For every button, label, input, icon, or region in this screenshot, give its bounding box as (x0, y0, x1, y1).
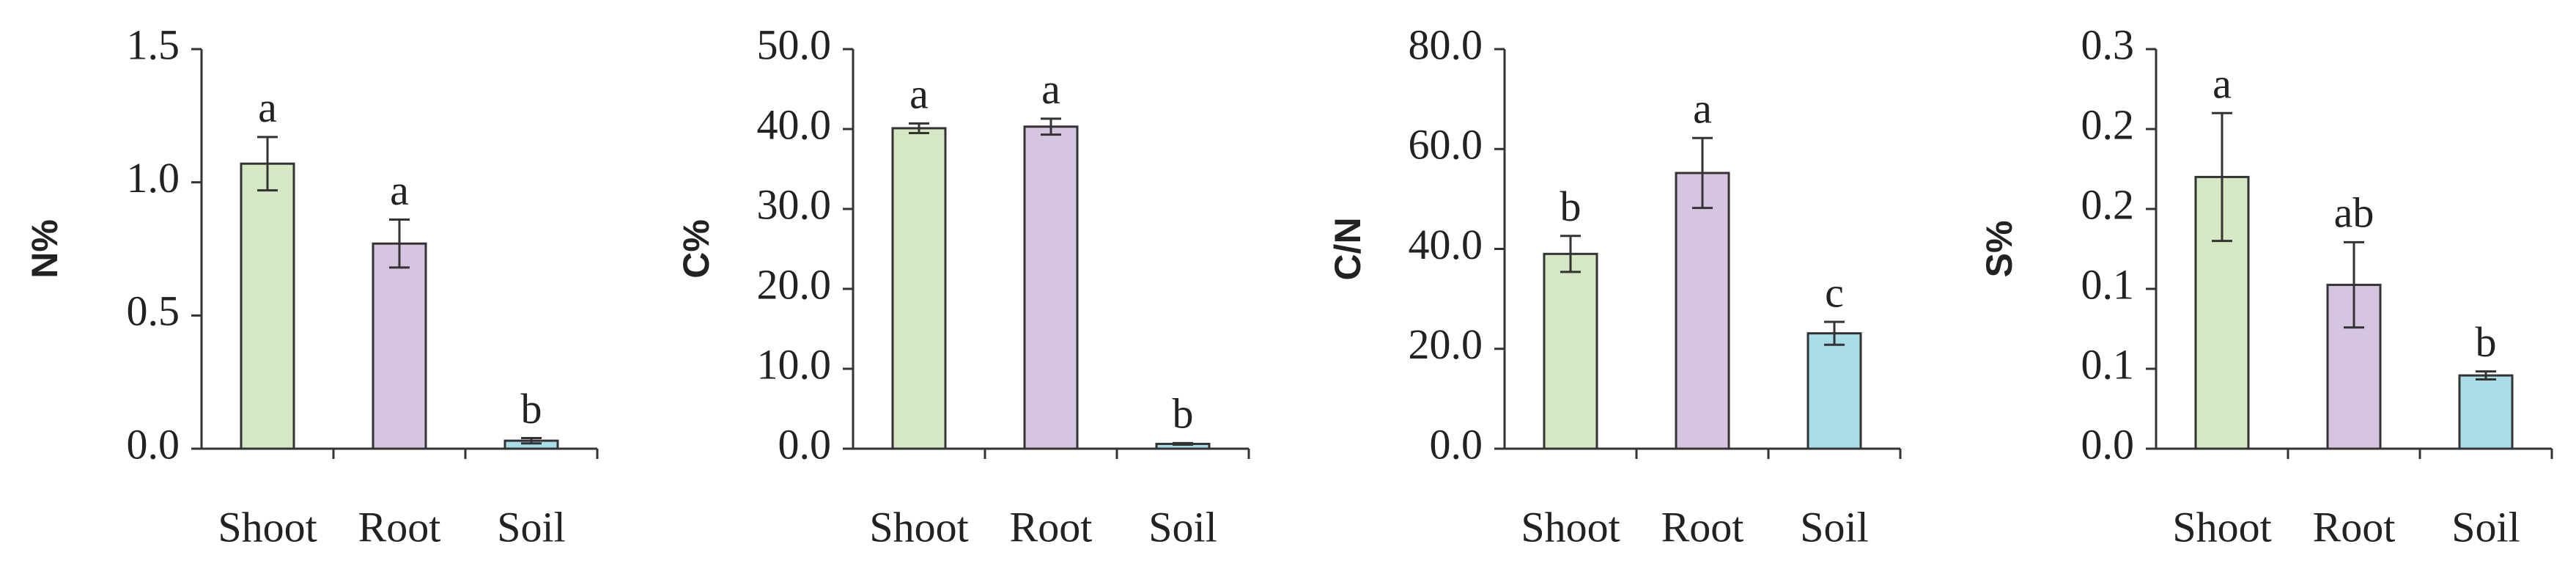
y-tick-label: 0.0 (127, 420, 180, 468)
panel: 0.0 0.5 1.0 1.5 N% a Shoot a Root b Soil (24, 21, 599, 551)
significance-letter: b (1173, 390, 1194, 438)
x-tick-label: Shoot (869, 503, 968, 551)
x-tick-label: Shoot (218, 503, 317, 551)
y-tick-label: 1.5 (127, 21, 180, 68)
x-tick-label: Root (358, 503, 441, 551)
y-axis-label: S% (1979, 221, 2020, 278)
x-tick-label: Shoot (2172, 503, 2271, 551)
panel: 0.0 10.0 20.0 30.0 40.0 50.0 C% a Shoot a Root b Soi… (676, 21, 1250, 551)
x-tick-label: Soil (1148, 503, 1217, 551)
y-tick-label: 0.0 (2081, 420, 2135, 468)
y-tick-label: 0.2 (2081, 100, 2135, 148)
y-tick-label: 0.1 (2081, 340, 2135, 388)
y-tick-label: 0.0 (778, 420, 832, 468)
bar (1023, 125, 1079, 450)
x-tick-label: Soil (1800, 503, 1869, 551)
x-tick-label: Root (1661, 503, 1744, 551)
panel: 0.0 0.1 0.1 0.2 0.2 0.3 S% a Shoot ab Root b Soil (1979, 21, 2553, 551)
significance-letter: b (1560, 183, 1582, 230)
y-tick-label: 0.1 (2081, 260, 2135, 308)
panel: 0.0 20.0 40.0 60.0 80.0 C/N b Shoot a Root c Soil (1327, 21, 1902, 551)
y-tick-label: 50.0 (757, 21, 832, 68)
bar (891, 127, 947, 450)
y-tick-label: 30.0 (757, 180, 832, 228)
y-tick-label: 80.0 (1409, 21, 1483, 68)
y-tick-label: 1.0 (127, 154, 180, 202)
y-axis-label: N% (24, 219, 65, 279)
significance-letter: a (909, 70, 929, 118)
bar (240, 162, 295, 450)
x-tick-label: Soil (2451, 503, 2520, 551)
x-tick-label: Shoot (1521, 503, 1620, 551)
significance-letter: a (2213, 60, 2232, 108)
bar (372, 242, 427, 450)
y-tick-label: 40.0 (757, 100, 832, 148)
y-tick-label: 0.3 (2081, 21, 2135, 68)
y-tick-label: 0.5 (127, 287, 180, 335)
significance-letter: b (2476, 318, 2497, 366)
y-tick-label: 20.0 (757, 260, 832, 308)
bar (1806, 332, 1862, 450)
significance-letter: a (1041, 65, 1060, 113)
significance-letter: c (1825, 268, 1844, 316)
bar (1675, 172, 1730, 450)
y-tick-label: 0.2 (2081, 180, 2135, 228)
bar (2458, 374, 2514, 450)
x-tick-label: Root (1010, 503, 1093, 551)
x-tick-label: Soil (497, 503, 566, 551)
significance-letter: a (1693, 85, 1712, 133)
y-tick-label: 10.0 (757, 340, 832, 388)
y-axis-label: C% (676, 219, 717, 279)
y-tick-label: 0.0 (1430, 420, 1483, 468)
y-tick-label: 40.0 (1409, 221, 1483, 268)
y-tick-label: 20.0 (1409, 320, 1483, 368)
significance-letter: a (258, 84, 277, 131)
bar (1543, 252, 1598, 450)
significance-letter: b (521, 385, 542, 433)
significance-letter: ab (2334, 189, 2374, 237)
y-tick-label: 60.0 (1409, 121, 1483, 169)
x-tick-label: Root (2313, 503, 2396, 551)
y-axis-label: C/N (1327, 217, 1368, 280)
significance-letter: a (390, 166, 409, 214)
